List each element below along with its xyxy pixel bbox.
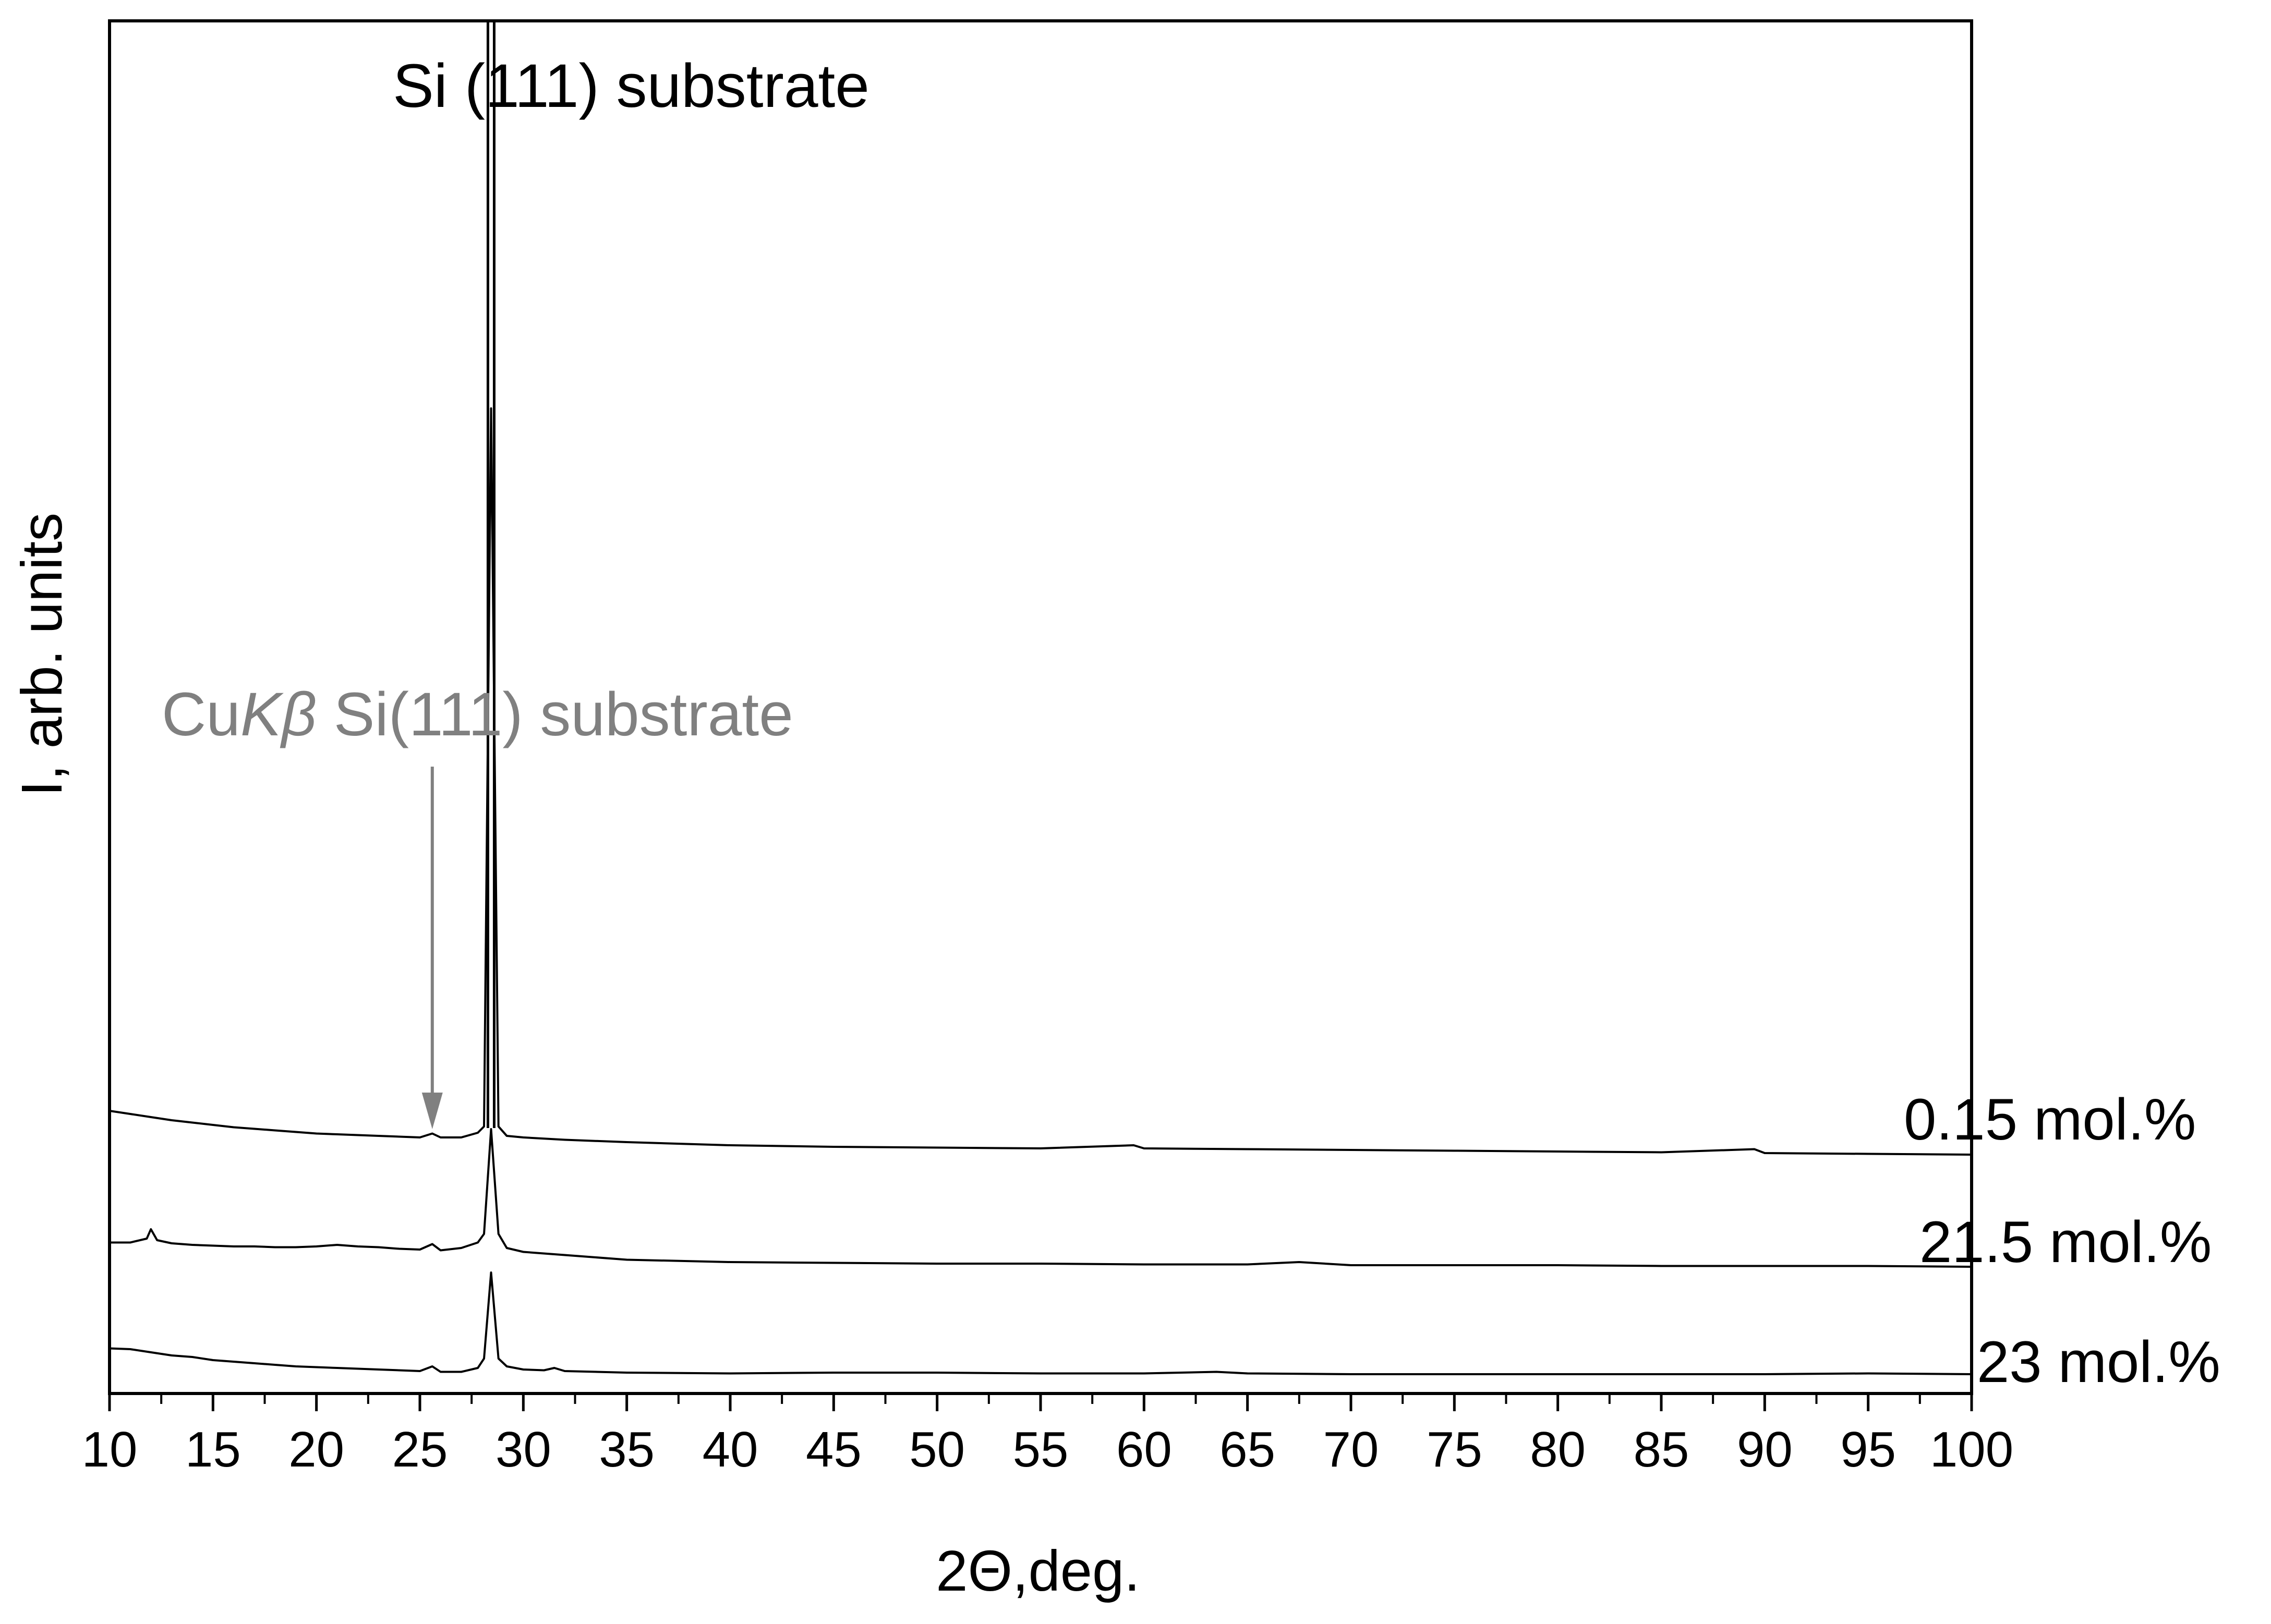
x-tick-label: 65: [1219, 1422, 1275, 1477]
series-line: [110, 1128, 1972, 1268]
x-tick-label: 70: [1323, 1422, 1379, 1477]
series-label: 0.15 mol.%: [1904, 1087, 2196, 1152]
x-tick-label: 35: [599, 1422, 655, 1477]
series-label: 21.5 mol.%: [1919, 1209, 2212, 1275]
x-tick-label: 50: [909, 1422, 965, 1477]
x-tick-label: 80: [1530, 1422, 1586, 1477]
series-traces: [109, 407, 1972, 1375]
cu-kbeta-annotation: CuKβ Si(111) substrate: [162, 680, 793, 749]
x-tick-label: 20: [288, 1422, 344, 1477]
series-line: [109, 407, 1972, 1156]
x-tick-label: 60: [1116, 1422, 1172, 1477]
x-tick-label: 10: [82, 1422, 138, 1477]
kbeta-beta: β: [280, 680, 317, 749]
series-labels: 0.15 mol.% 21.5 mol.% 23 mol.%: [1904, 1087, 2220, 1395]
x-tick-label: 15: [185, 1422, 241, 1477]
kbeta-k: K: [240, 680, 284, 749]
y-axis-title: I, arb. units: [10, 513, 74, 796]
x-tick-label: 90: [1737, 1422, 1793, 1477]
x-tick-label: 95: [1840, 1422, 1896, 1477]
si-peak-annotation: Si (111) substrate: [393, 52, 869, 120]
x-axis-ticks: 10 15 20 25 30 35 40 45 50 55 60 65 70 75 80 85 90 95 100: [82, 1393, 2013, 1477]
x-tick-label: 100: [1930, 1422, 2013, 1477]
x-tick-label: 25: [392, 1422, 448, 1477]
x-tick-label: 75: [1427, 1422, 1482, 1477]
x-axis-title: 2Θ,deg.: [936, 1539, 1140, 1603]
x-tick-label: 30: [496, 1422, 551, 1477]
x-tick-label: 85: [1634, 1422, 1689, 1477]
x-tick-label: 45: [806, 1422, 862, 1477]
kbeta-arrow-head: [421, 1093, 443, 1129]
kbeta-rest: Si(111) substrate: [317, 680, 793, 749]
kbeta-prefix: Cu: [162, 680, 240, 749]
series-line: [109, 1271, 1972, 1375]
series-label: 23 mol.%: [1977, 1329, 2220, 1395]
x-tick-label: 40: [703, 1422, 758, 1477]
x-tick-label: 55: [1013, 1422, 1069, 1477]
